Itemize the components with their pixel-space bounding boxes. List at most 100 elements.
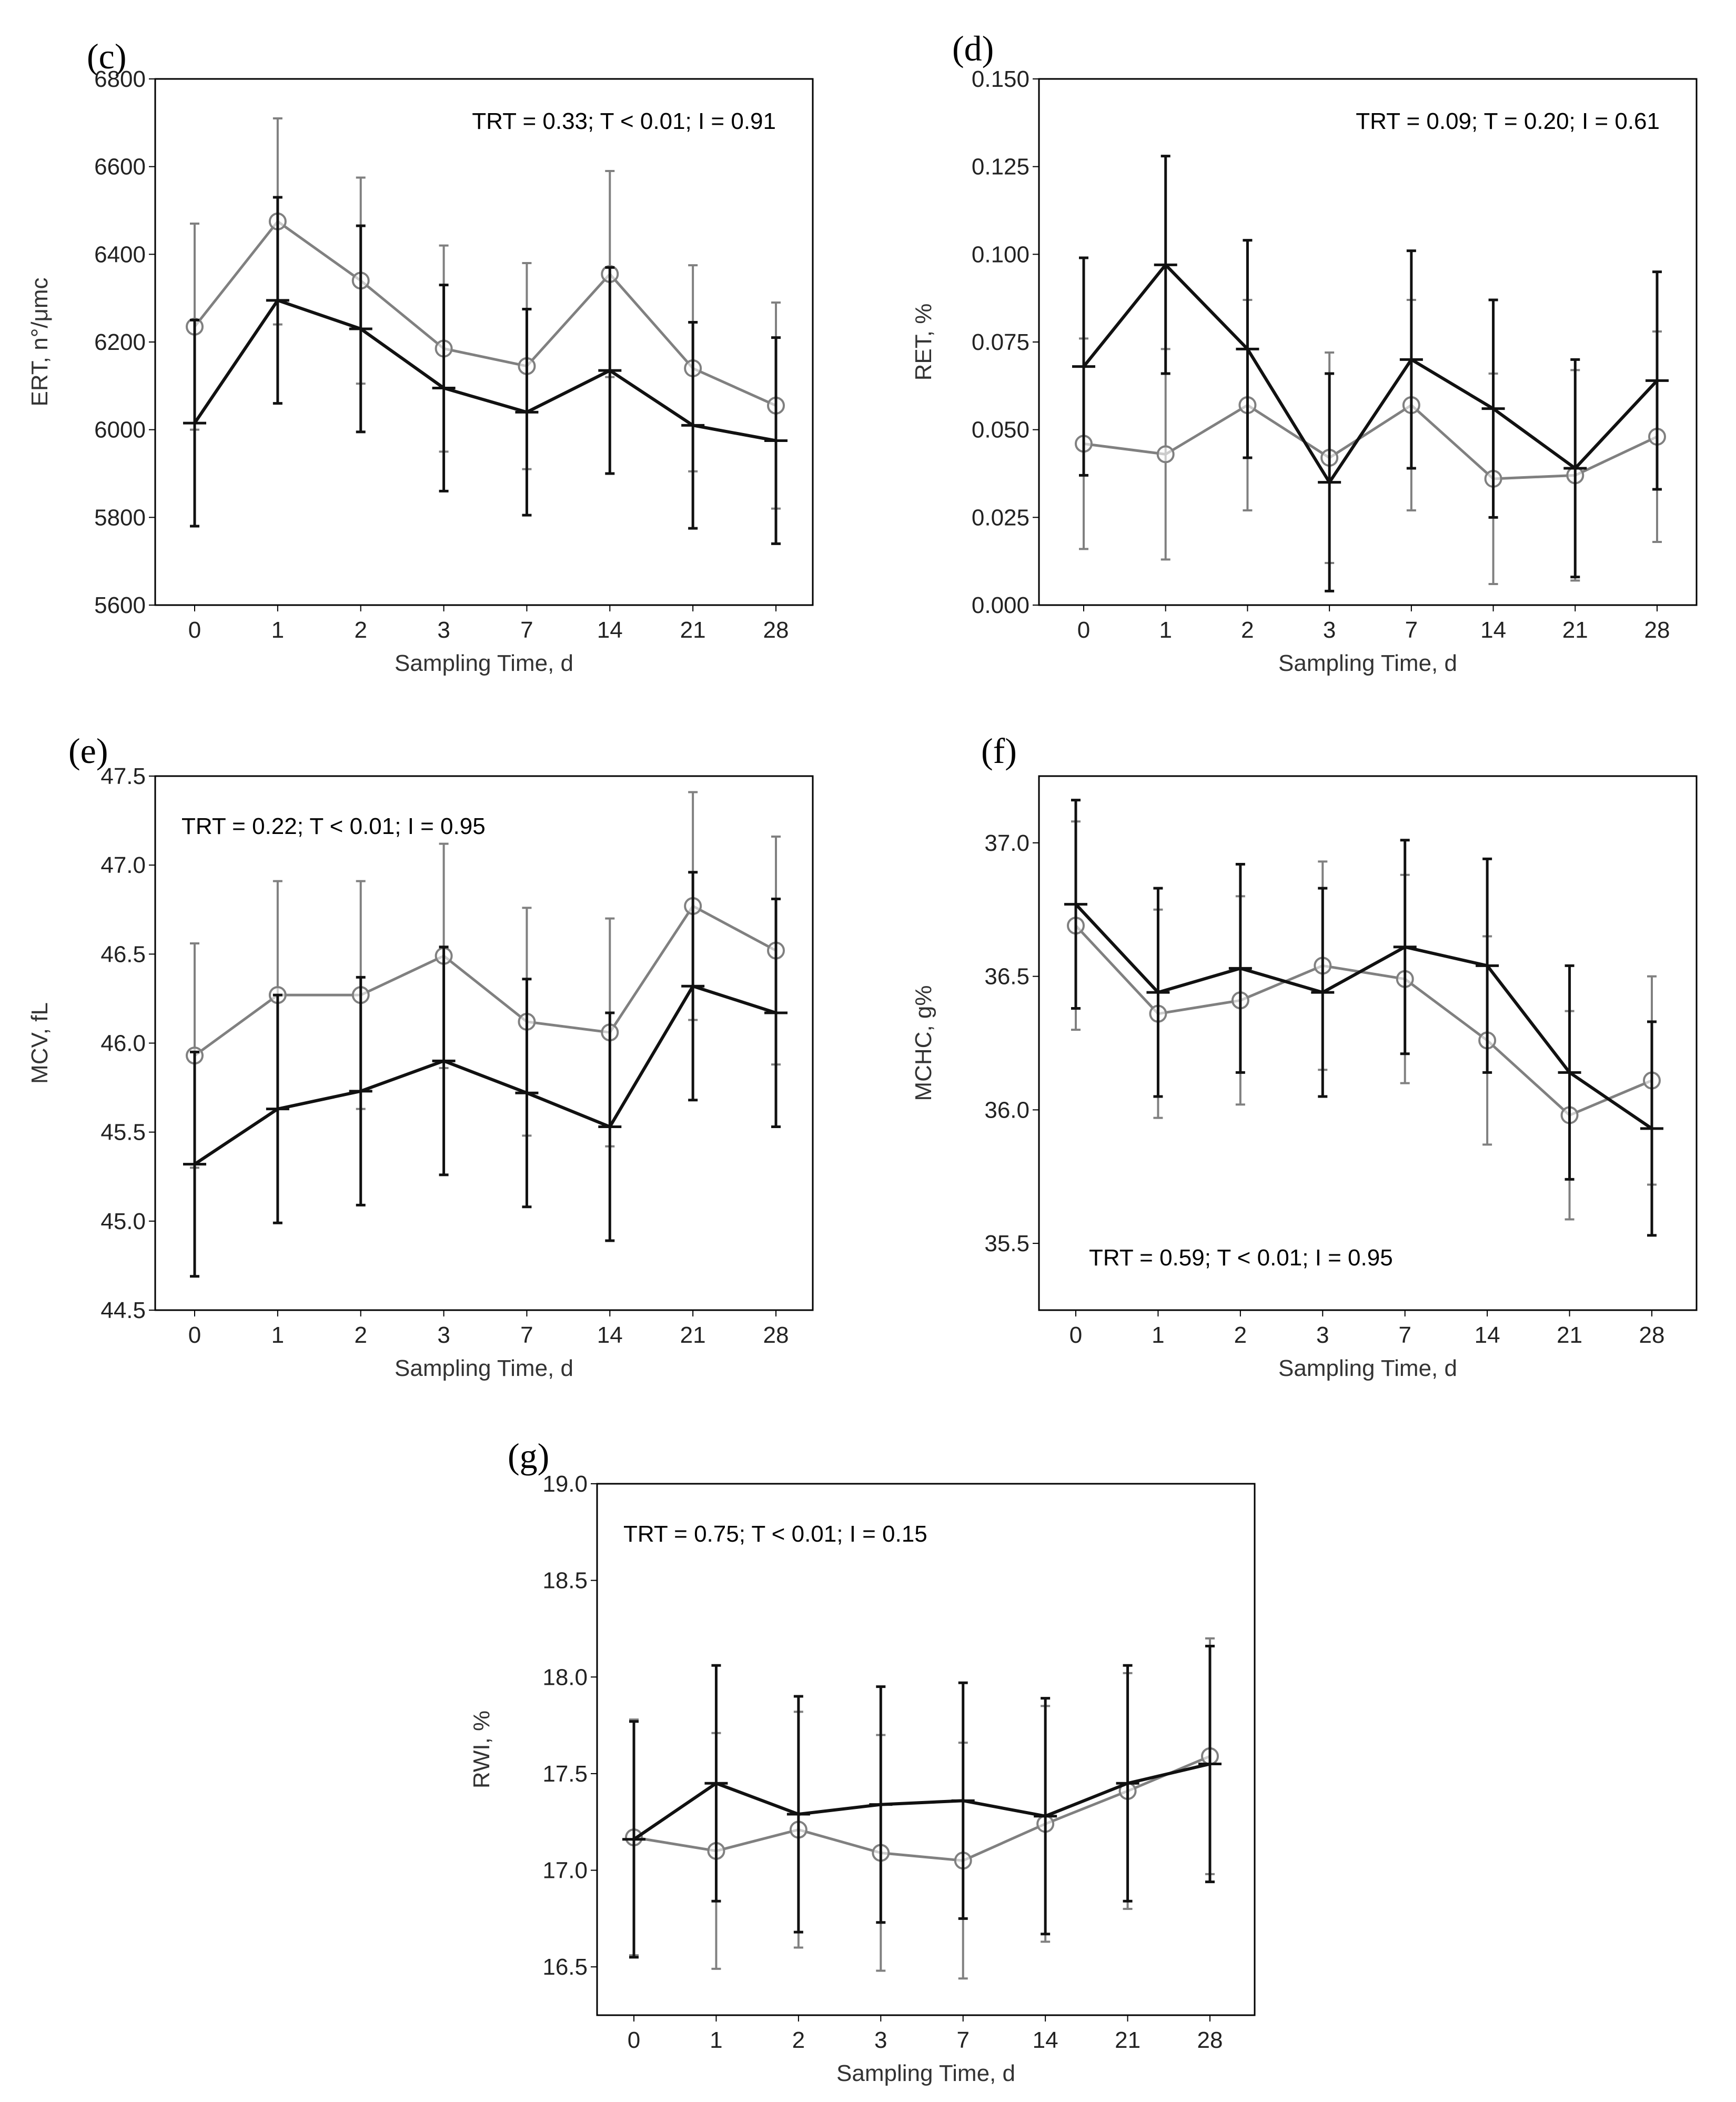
x-tick-label: 21 [1562, 617, 1588, 643]
x-tick-label: 0 [188, 617, 201, 643]
y-tick-label: 0.050 [972, 417, 1030, 443]
stats-annotation: TRT = 0.22; T < 0.01; I = 0.95 [181, 813, 486, 839]
y-tick-label: 6600 [94, 154, 146, 180]
y-tick-label: 19.0 [542, 1471, 588, 1497]
panel-label: (e) [68, 731, 108, 771]
x-axis-title: Sampling Time, d [836, 2060, 1015, 2086]
y-tick-label: 6200 [94, 329, 146, 355]
y-tick-label: 45.0 [100, 1209, 146, 1234]
stats-annotation: TRT = 0.09; T = 0.20; I = 0.61 [1356, 108, 1660, 134]
y-tick-label: 0.075 [972, 329, 1030, 355]
y-tick-label: 18.5 [542, 1568, 588, 1594]
y-tick-label: 0.100 [972, 242, 1030, 267]
stats-annotation: TRT = 0.59; T < 0.01; I = 0.95 [1089, 1245, 1393, 1271]
x-tick-label: 14 [597, 617, 623, 643]
x-tick-label: 14 [1033, 2027, 1058, 2053]
x-axis-title: Sampling Time, d [1278, 650, 1457, 676]
y-tick-label: 0.150 [972, 66, 1030, 92]
x-tick-label: 28 [763, 617, 789, 643]
y-tick-label: 18.0 [542, 1664, 588, 1690]
y-tick-label: 5600 [94, 592, 146, 618]
x-tick-label: 28 [1644, 617, 1670, 643]
x-tick-label: 3 [437, 617, 450, 643]
series-black [1072, 155, 1669, 592]
y-tick-label: 47.5 [100, 763, 146, 789]
x-tick-label: 7 [520, 1322, 533, 1348]
x-axis-title: Sampling Time, d [395, 650, 573, 676]
y-tick-label: 17.5 [542, 1761, 588, 1787]
x-tick-label: 1 [271, 1322, 284, 1348]
stats-annotation: TRT = 0.33; T < 0.01; I = 0.91 [472, 108, 776, 134]
y-tick-label: 46.0 [100, 1031, 146, 1057]
y-tick-label: 46.5 [100, 941, 146, 967]
x-tick-label: 3 [874, 2027, 887, 2053]
series-line [1074, 903, 1653, 1130]
series-line [1082, 263, 1659, 484]
y-tick-label: 0.125 [972, 154, 1030, 180]
y-axis-title: RET, % [911, 304, 936, 381]
x-tick-label: 2 [1234, 1322, 1247, 1348]
y-tick-label: 45.5 [100, 1120, 146, 1145]
panel-label: (g) [508, 1436, 549, 1476]
y-tick-label: 36.0 [984, 1097, 1030, 1123]
chart-panel-5: (g) 16.5 17.0 17.5 18.0 18.5 19.0 0 1 2 3 7 14 21 28 Sa… [469, 1436, 1256, 2086]
stats-annotation: TRT = 0.75; T < 0.01; I = 0.15 [623, 1521, 927, 1547]
x-tick-label: 14 [1480, 617, 1506, 643]
y-tick-label: 44.5 [100, 1298, 146, 1323]
chart-panel-3: (e) 44.5 45.0 45.5 46.0 46.5 47.0 47.5 0 1 2 3 7 14 21… [27, 731, 814, 1381]
series-line [194, 984, 776, 1166]
x-tick-label: 0 [628, 2027, 640, 2053]
y-tick-label: 5800 [94, 505, 146, 530]
plot-frame [154, 775, 814, 1311]
series-line [193, 298, 776, 442]
x-tick-label: 28 [1639, 1322, 1665, 1348]
x-tick-label: 3 [1323, 617, 1336, 643]
plot-frame [1038, 775, 1698, 1311]
y-tick-label: 35.5 [984, 1231, 1030, 1256]
y-axis-title: RWI, % [469, 1711, 494, 1788]
panel-label: (d) [952, 28, 994, 68]
series-line [194, 220, 777, 407]
series-black [1064, 799, 1663, 1237]
series-black [183, 871, 788, 1278]
x-tick-label: 14 [1475, 1322, 1500, 1348]
series-line [1075, 924, 1652, 1117]
y-tick-label: 6800 [94, 66, 146, 92]
x-tick-label: 1 [271, 617, 284, 643]
y-tick-label: 0.025 [972, 505, 1030, 530]
x-tick-label: 28 [763, 1322, 789, 1348]
y-axis-title: ERT, n°/μmc [27, 277, 53, 406]
series-black [622, 1645, 1222, 1959]
panel-label: (f) [981, 731, 1017, 771]
y-tick-label: 6000 [94, 417, 146, 443]
x-tick-label: 3 [437, 1322, 450, 1348]
x-tick-label: 0 [1069, 1322, 1082, 1348]
series-line [633, 1762, 1210, 1841]
x-tick-label: 1 [1159, 617, 1172, 643]
x-tick-label: 0 [1077, 617, 1090, 643]
x-tick-label: 7 [1398, 1322, 1411, 1348]
x-axis-title: Sampling Time, d [1278, 1355, 1457, 1381]
data-point [1156, 445, 1175, 464]
plot-frame [1038, 78, 1698, 606]
series-line [1083, 404, 1658, 480]
x-tick-label: 0 [188, 1322, 201, 1348]
x-tick-label: 3 [1316, 1322, 1329, 1348]
x-tick-label: 21 [680, 1322, 706, 1348]
y-axis-title: MCV, fL [27, 1002, 53, 1084]
chart-panel-4: (f) 35.5 36.0 36.5 37.0 0 1 2 3 7 14 21 28 Sampling T… [911, 731, 1698, 1381]
y-tick-label: 0.000 [972, 592, 1030, 618]
plot-frame [154, 78, 814, 606]
y-axis-title: MCHC, g% [911, 985, 936, 1101]
series-black [183, 196, 788, 545]
y-tick-label: 36.5 [984, 964, 1030, 990]
x-tick-label: 14 [597, 1322, 623, 1348]
y-tick-label: 6400 [94, 242, 146, 267]
x-tick-label: 7 [520, 617, 533, 643]
x-tick-label: 28 [1197, 2027, 1223, 2053]
y-tick-label: 17.0 [542, 1858, 588, 1884]
x-tick-label: 21 [1557, 1322, 1582, 1348]
x-tick-label: 2 [354, 1322, 367, 1348]
x-tick-label: 1 [1152, 1322, 1164, 1348]
